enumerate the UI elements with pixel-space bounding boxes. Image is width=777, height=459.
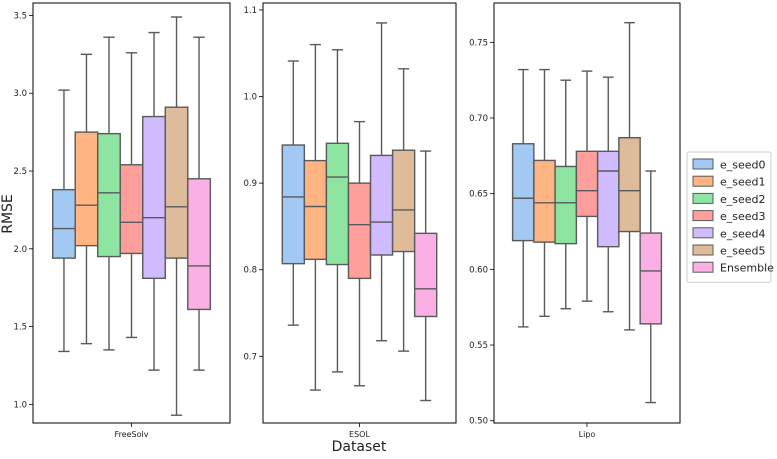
y-tick-label: 0.60 [469, 265, 488, 275]
legend-label: e_seed1 [720, 176, 766, 189]
box-e_seed0 [52, 89, 76, 353]
box-Ensemble [413, 150, 438, 402]
legend-label: e_seed5 [720, 245, 766, 258]
legend-swatch [692, 244, 714, 256]
box-e_seed1 [74, 53, 99, 345]
y-tick-label: 0.8 [243, 266, 257, 276]
y-tick-label: 0.7 [243, 352, 257, 362]
legend-label: e_seed0 [720, 159, 766, 172]
box-iqr [618, 137, 641, 233]
box-iqr [325, 142, 350, 266]
box-e_seed0 [511, 68, 535, 328]
y-tick-label: 0.55 [469, 341, 488, 351]
panel-esol: 0.7 0.8 0.9 1.0 1.1 ESOL [243, 2, 457, 439]
y-tick-label: 1.0 [13, 400, 27, 410]
box-e_seed3 [347, 120, 372, 387]
y-tick-label: 2.5 [13, 167, 27, 177]
box-iqr [281, 144, 306, 265]
y-tick-label: 1.5 [13, 323, 27, 333]
box-e_seed0 [281, 60, 306, 326]
box-iqr [347, 182, 372, 280]
box-iqr [164, 106, 189, 259]
box-iqr [391, 149, 416, 253]
panels-layer: 1.01.52.02.53.03.5FreeSolv0.70.80.91.01.… [13, 2, 681, 439]
y-tick-label: 2.0 [13, 245, 27, 255]
box-e_seed2 [97, 36, 121, 351]
box-iqr [74, 131, 99, 247]
x-axis-label: Dataset [332, 439, 387, 455]
x-tick-label: ESOL [349, 430, 370, 439]
legend-swatch [692, 158, 714, 170]
y-tick-label: 0.75 [469, 38, 488, 48]
box-iqr [639, 232, 663, 325]
box-e_seed3 [575, 70, 599, 302]
legend-label: e_seed2 [720, 193, 766, 206]
x-tick-label: Lipo [579, 430, 596, 439]
y-tick-label: 1.1 [243, 6, 257, 16]
box-iqr [369, 154, 394, 256]
box-iqr [511, 143, 535, 242]
box-e_seed5 [618, 21, 641, 331]
box-iqr [187, 178, 212, 311]
box-iqr [97, 132, 121, 258]
box-iqr [142, 115, 166, 280]
box-Ensemble [639, 170, 663, 404]
legend-swatch [692, 227, 714, 239]
legend-swatch [692, 210, 714, 222]
legend: e_seed0 e_seed1 e_seed2 e_seed3 e_seed4 e_see… [686, 151, 774, 283]
box-e_seed5 [164, 16, 189, 416]
legend-label: e_seed3 [720, 210, 766, 223]
y-tick-label: 0.70 [469, 114, 488, 124]
legend-swatch [692, 192, 714, 204]
box-e_seed4 [142, 31, 166, 371]
box-e_seed5 [391, 68, 416, 352]
y-tick-label: 0.50 [469, 417, 488, 427]
box-iqr [596, 150, 620, 248]
box-e_seed1 [303, 43, 328, 391]
legend-swatch [692, 175, 714, 187]
x-tick-label: FreeSolv [115, 430, 149, 439]
box-iqr [119, 164, 144, 255]
y-tick-label: 0.9 [243, 179, 257, 189]
panel-freesolv: 1.0 1.5 2.0 2.5 3.0 3.5 FreeSolv [13, 2, 231, 439]
y-tick-label: 3.5 [13, 11, 27, 21]
y-tick-label: 0.65 [469, 190, 488, 200]
box-iqr [413, 232, 438, 318]
box-e_seed1 [533, 68, 556, 317]
legend-label: Ensemble [720, 262, 774, 275]
box-iqr [554, 165, 578, 245]
legend-swatch [692, 261, 714, 273]
box-iqr [533, 159, 556, 243]
y-tick-label: 1.0 [243, 93, 257, 103]
box-iqr [575, 150, 599, 218]
legend-label: e_seed4 [720, 227, 766, 240]
box-iqr [303, 159, 328, 261]
box-Ensemble [187, 36, 212, 371]
box-e_seed2 [554, 79, 578, 310]
panel-lipo: 0.50 0.55 0.60 0.65 0.70 0.75 Lipo [469, 2, 681, 439]
box-iqr [52, 188, 76, 259]
y-axis-label: RMSE [0, 194, 16, 234]
box-e_seed2 [325, 49, 350, 373]
y-tick-label: 3.0 [13, 89, 27, 99]
box-e_seed4 [596, 76, 620, 313]
box-e_seed4 [369, 22, 394, 342]
box-e_seed3 [119, 52, 144, 339]
